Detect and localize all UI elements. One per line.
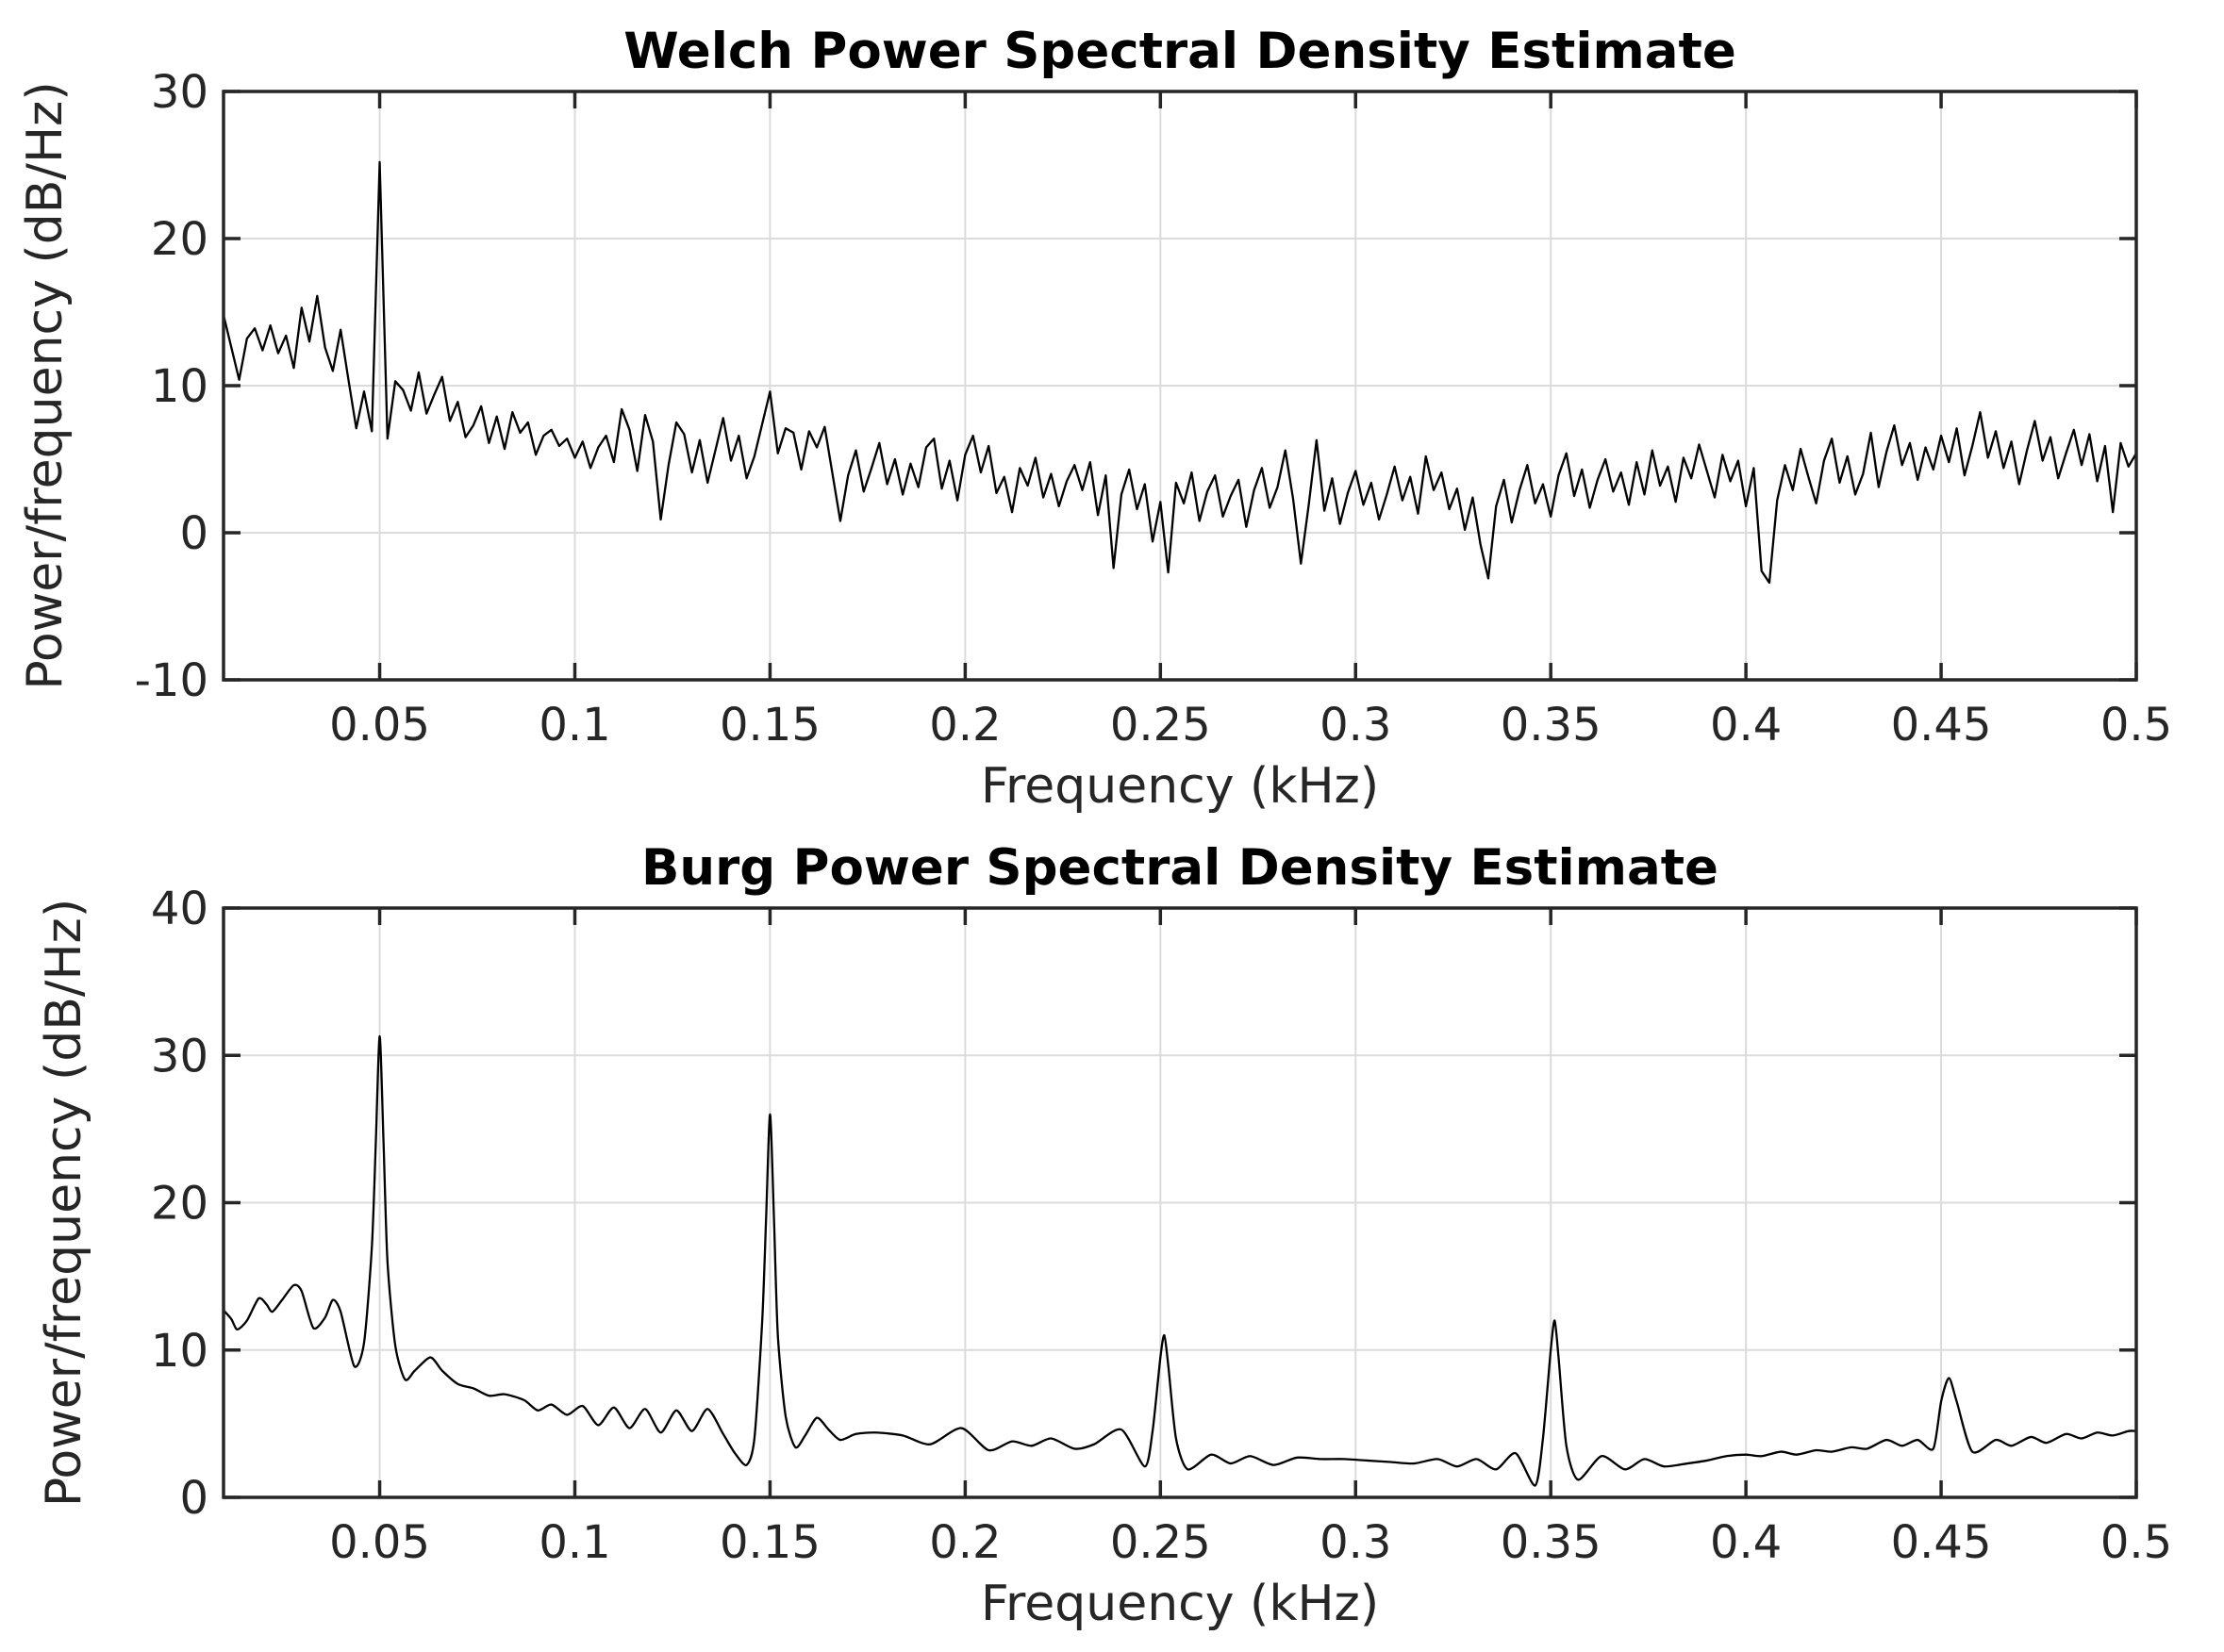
y-axis-tick-label: 20 xyxy=(151,213,208,266)
x-axis-label: Frequency (kHz) xyxy=(981,758,1379,815)
welch-psd-curve xyxy=(224,160,2136,585)
x-axis-tick-label: 0.35 xyxy=(1501,699,1602,752)
y-axis-tick-label: -10 xyxy=(135,654,208,707)
x-axis-tick-label: 0.25 xyxy=(1110,699,1211,752)
y-axis-tick-label: 0 xyxy=(179,507,208,560)
y-axis-tick-label: 10 xyxy=(151,360,208,413)
subplot-0: 0.05 0.1 0.15 0.2 0.25 0.3 0.35 0.4 0.45 0.5 -10 0 1… xyxy=(17,23,2172,815)
x-axis-label: Frequency (kHz) xyxy=(981,1576,1379,1632)
x-axis-tick-label: 0.15 xyxy=(720,1516,821,1569)
x-axis-tick-label: 0.4 xyxy=(1710,699,1782,752)
y-axis-tick-label: 10 xyxy=(151,1325,208,1378)
x-axis-tick-label: 0.05 xyxy=(329,699,430,752)
y-axis-label: Power/frequency (dB/Hz) xyxy=(17,81,74,689)
x-axis-tick-label: 0.1 xyxy=(539,1516,610,1569)
y-axis-tick-label: 20 xyxy=(151,1178,208,1231)
y-axis-tick-label: 30 xyxy=(151,1030,208,1082)
x-axis-tick-label: 0.3 xyxy=(1319,699,1391,752)
x-axis-tick-label: 0.4 xyxy=(1710,1516,1782,1569)
y-axis-tick-label: 0 xyxy=(179,1472,208,1525)
plot-title: Welch Power Spectral Density Estimate xyxy=(623,23,1736,80)
x-axis-tick-label: 0.35 xyxy=(1501,1516,1602,1569)
x-axis-tick-label: 0.2 xyxy=(929,1516,1001,1569)
x-axis-tick-label: 0.45 xyxy=(1891,1516,1992,1569)
y-axis-label: Power/frequency (dB/Hz) xyxy=(36,899,92,1507)
x-axis-tick-label: 0.2 xyxy=(929,699,1001,752)
subplot-1: 0.05 0.1 0.15 0.2 0.25 0.3 0.35 0.4 0.45 0.5 0 10 20… xyxy=(36,839,2172,1632)
x-axis-tick-label: 0.15 xyxy=(720,699,821,752)
y-axis-tick-label: 40 xyxy=(151,883,208,935)
x-axis-tick-label: 0.05 xyxy=(329,1516,430,1569)
burg-psd-curve xyxy=(224,1034,2136,1487)
x-axis-tick-label: 0.25 xyxy=(1110,1516,1211,1569)
y-axis-tick-label: 30 xyxy=(151,66,208,119)
x-axis-tick-label: 0.3 xyxy=(1319,1516,1391,1569)
plot-title: Burg Power Spectral Density Estimate xyxy=(641,839,1718,897)
x-axis-tick-label: 0.45 xyxy=(1891,699,1992,752)
x-axis-tick-label: 0.1 xyxy=(539,699,610,752)
x-axis-tick-label: 0.5 xyxy=(2100,699,2172,752)
x-axis-tick-label: 0.5 xyxy=(2100,1516,2172,1569)
